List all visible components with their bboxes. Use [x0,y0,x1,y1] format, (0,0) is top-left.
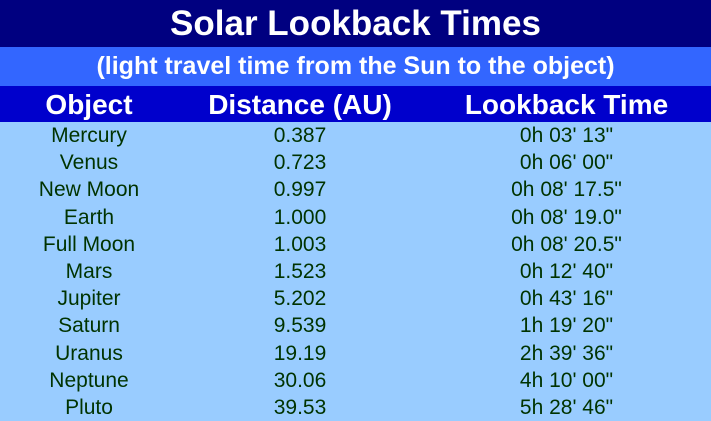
table-row: Venus 0.723 0h 06' 00" [0,149,711,176]
cell-lookback: 4h 10' 00" [519,368,614,392]
cell-lookback: 0h 03' 13" [519,124,614,147]
table-row: Mars 1.523 0h 12' 40" [0,258,711,285]
cell-object: Earth [63,205,115,229]
table-row: Saturn 9.539 1h 19' 20" [0,312,711,339]
cell-object: Saturn [58,314,120,338]
cell-distance: 30.06 [273,368,327,392]
cell-object: New Moon [38,178,140,202]
cell-object: Mercury [51,124,127,147]
cell-object: Venus [59,151,119,175]
cell-lookback: 0h 08' 17.5" [511,178,622,202]
table-row: Uranus 19.19 2h 39' 36" [0,340,711,367]
cell-lookback: 1h 19' 20" [519,314,614,338]
table-row: Neptune 30.06 4h 10' 00" [0,367,711,394]
cell-distance: 0.387 [273,124,327,147]
table-row: New Moon 0.997 0h 08' 17.5" [0,176,711,203]
cell-object: Full Moon [42,232,136,256]
cell-lookback: 5h 28' 46" [519,395,614,419]
cell-object: Pluto [65,395,113,419]
page-subtitle: (light travel time from the Sun to the o… [0,47,711,86]
cell-object: Jupiter [57,287,121,311]
cell-distance: 1.523 [273,259,327,283]
cell-distance: 9.539 [273,314,327,338]
cell-lookback: 0h 43' 16" [519,287,614,311]
cell-object: Neptune [49,368,129,392]
cell-lookback: 0h 12' 40" [519,259,614,283]
table-row: Full Moon 1.003 0h 08' 20.5" [0,231,711,258]
table-row: Jupiter 5.202 0h 43' 16" [0,285,711,312]
table-row: Earth 1.000 0h 08' 19.0" [0,204,711,231]
cell-distance: 1.000 [273,205,327,229]
table-row: Mercury 0.387 0h 03' 13" [0,122,711,149]
cell-distance: 19.19 [273,341,327,365]
header-object: Object [45,89,133,120]
cell-lookback: 0h 08' 19.0" [511,205,622,229]
cell-lookback: 0h 08' 20.5" [511,232,622,256]
table-body: Mercury 0.387 0h 03' 13" Venus 0.723 0h … [0,122,711,421]
table-row: Pluto 39.53 5h 28' 46" [0,394,711,421]
table-header: Object Distance (AU) Lookback Time [0,86,711,122]
header-lookback: Lookback Time [464,89,669,120]
cell-distance: 39.53 [273,395,327,419]
cell-object: Uranus [55,341,123,365]
cell-object: Mars [65,259,113,283]
header-distance: Distance (AU) [208,89,392,120]
cell-lookback: 0h 06' 00" [519,151,614,175]
cell-distance: 5.202 [273,287,327,311]
page-title: Solar Lookback Times [0,0,711,47]
cell-distance: 1.003 [273,232,327,256]
cell-distance: 0.997 [273,178,327,202]
cell-lookback: 2h 39' 36" [519,341,614,365]
cell-distance: 0.723 [273,151,327,175]
